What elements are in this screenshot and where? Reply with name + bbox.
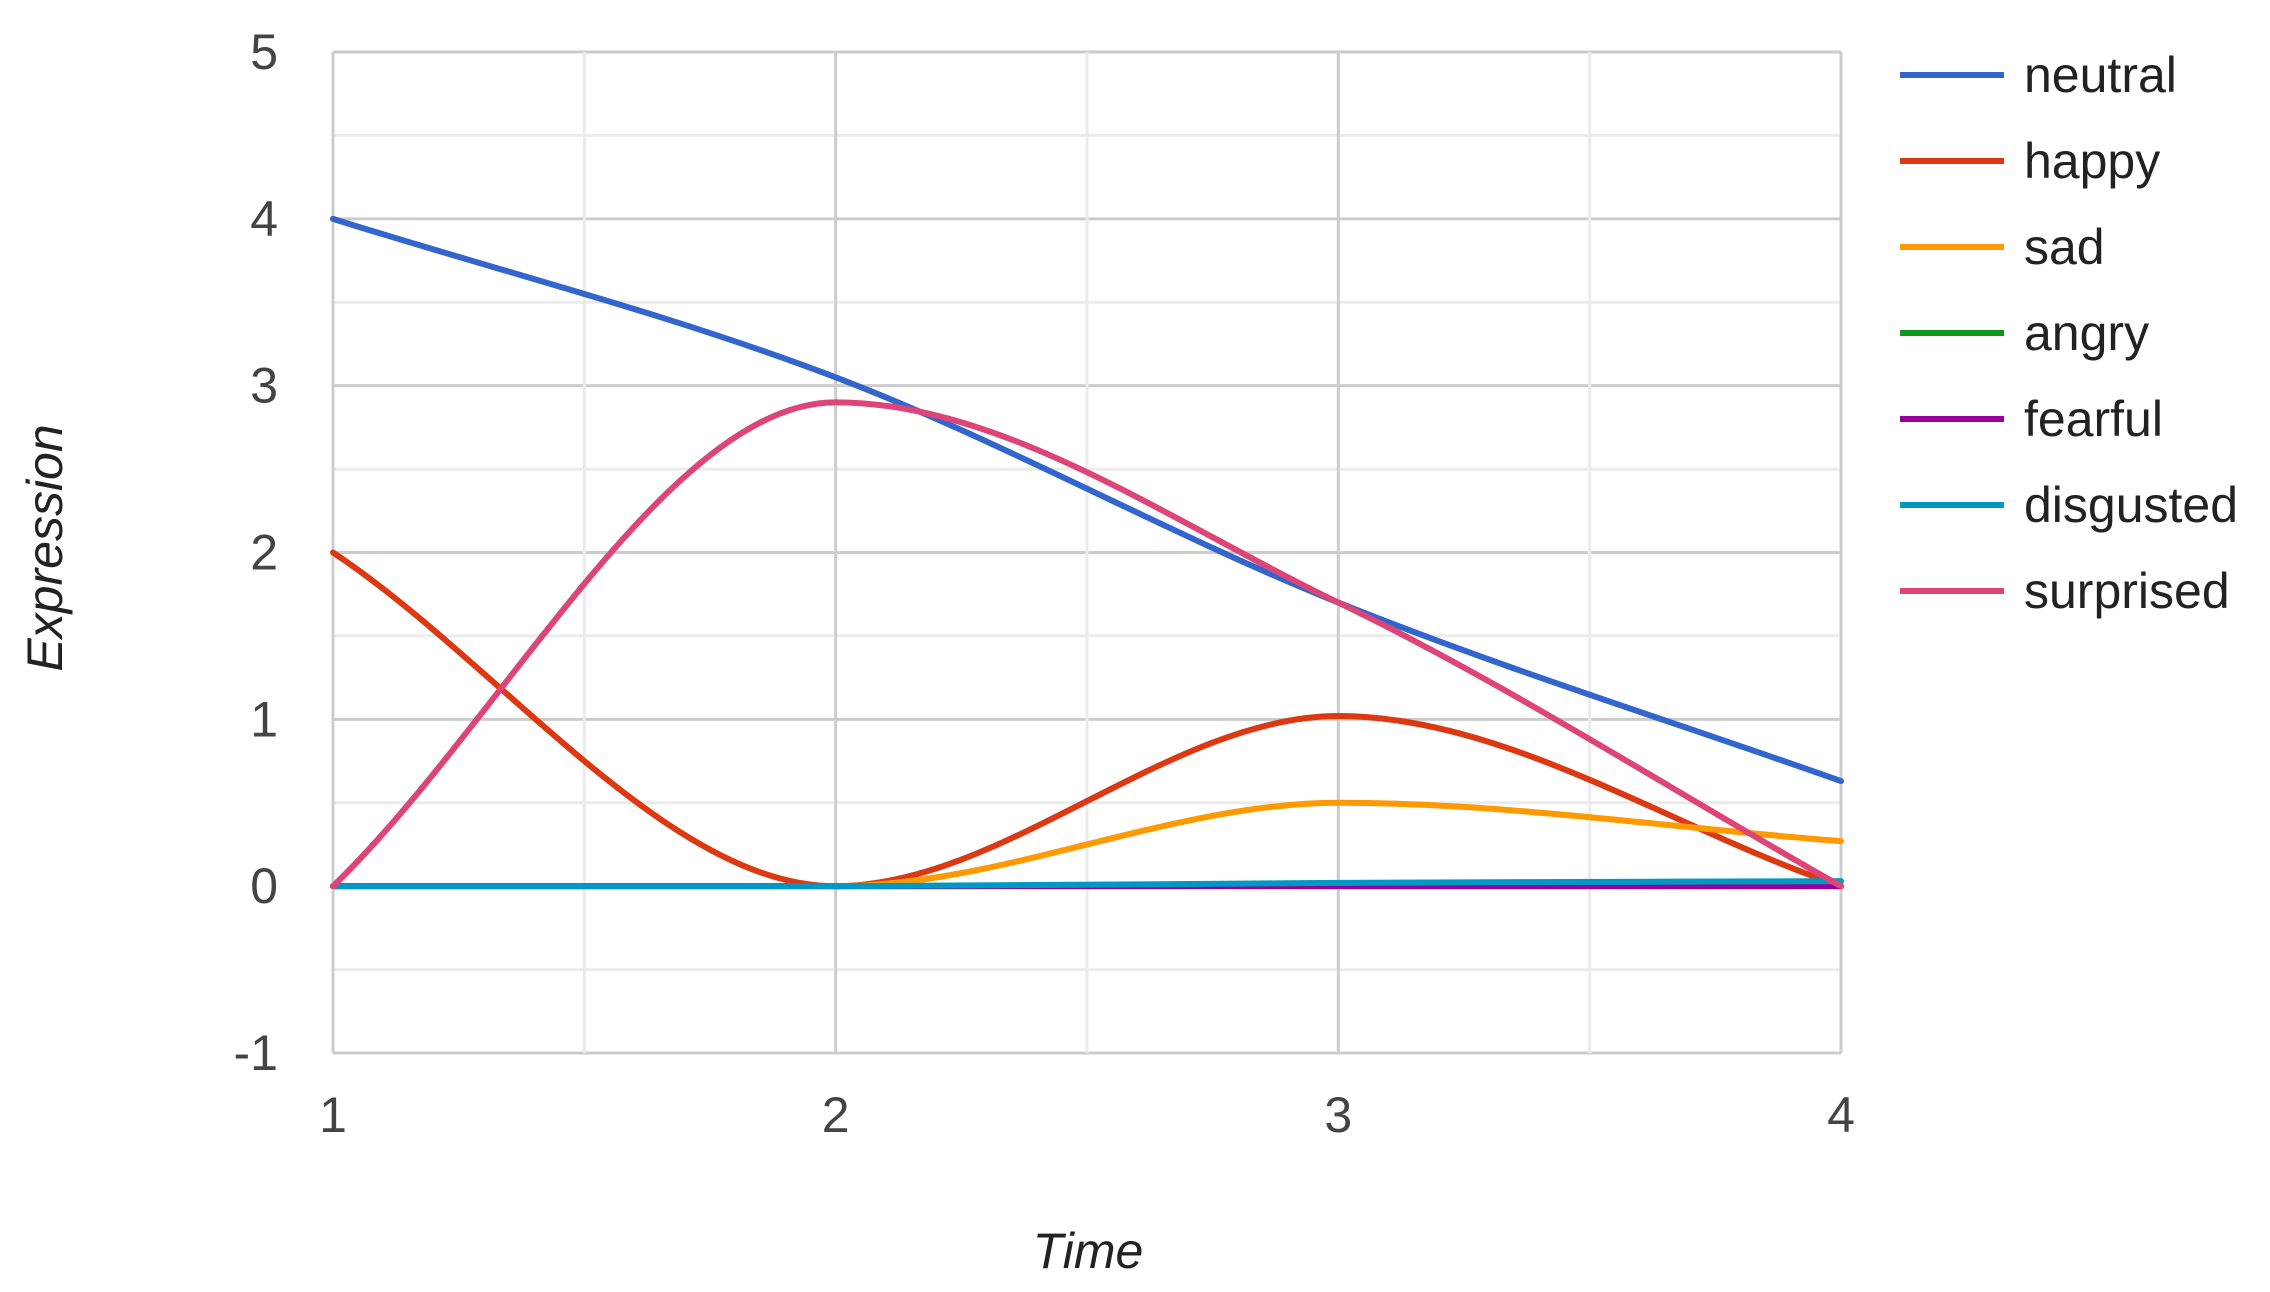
x-tick-label: 2: [822, 1087, 850, 1143]
legend: neutral happy sad angry fearful disgusted surp…: [1900, 47, 2238, 619]
y-tick-label: 2: [250, 525, 278, 581]
legend-label: angry: [2024, 305, 2149, 361]
legend-label: sad: [2024, 219, 2105, 275]
y-tick-label: 0: [250, 858, 278, 914]
y-tick-label: 5: [250, 24, 278, 80]
legend-label: happy: [2024, 133, 2160, 189]
x-axis-ticks: 1 2 3 4: [319, 1087, 1855, 1143]
legend-item-neutral: neutral: [1900, 47, 2177, 103]
y-tick-label: 1: [250, 691, 278, 747]
series-lines: [330, 215, 1844, 890]
grid: [331, 50, 1843, 1055]
legend-label: fearful: [2024, 391, 2163, 447]
series-line-happy: [330, 549, 1844, 890]
x-tick-label: 3: [1324, 1087, 1352, 1143]
legend-item-angry: angry: [1900, 305, 2149, 361]
legend-label: neutral: [2024, 47, 2177, 103]
y-tick-label: -1: [234, 1025, 278, 1081]
legend-item-sad: sad: [1900, 219, 2105, 275]
legend-item-fearful: fearful: [1900, 391, 2163, 447]
y-tick-label: 3: [250, 358, 278, 414]
series-line-neutral: [330, 215, 1844, 785]
legend-item-disgusted: disgusted: [1900, 477, 2238, 533]
legend-label: disgusted: [2024, 477, 2238, 533]
x-axis-title: Time: [1033, 1223, 1144, 1279]
series-line-disgusted: [330, 878, 1844, 890]
legend-item-happy: happy: [1900, 133, 2160, 189]
legend-label: surprised: [2024, 563, 2230, 619]
y-axis-ticks: -1 0 1 2 3 4 5: [234, 24, 278, 1081]
x-tick-label: 4: [1827, 1087, 1855, 1143]
series-line-surprised: [330, 399, 1844, 890]
y-tick-label: 4: [250, 191, 278, 247]
y-axis-title: Expression: [17, 424, 73, 671]
legend-item-surprised: surprised: [1900, 563, 2230, 619]
x-tick-label: 1: [319, 1087, 347, 1143]
